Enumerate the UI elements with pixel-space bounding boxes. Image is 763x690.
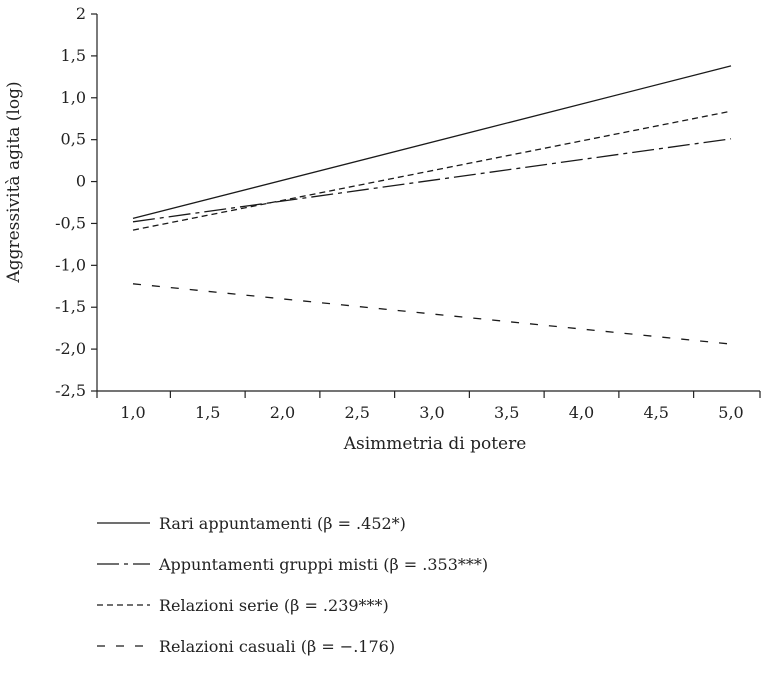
y-tick-label: 2 — [76, 4, 86, 23]
x-tick-label: 4,0 — [569, 403, 594, 422]
x-axis: 1,0 1,5 2,0 2,5 3,0 3,5 4,0 4,5 5,0 — [96, 390, 761, 422]
y-tick-label: -1,5 — [55, 297, 86, 316]
series-line-2 — [132, 138, 732, 223]
y-tick-label: -2,0 — [55, 339, 86, 358]
x-tick-label: 4,5 — [644, 403, 669, 422]
y-tick-label: 0 — [76, 172, 86, 191]
x-tick-label: 3,5 — [494, 403, 519, 422]
x-tick-label: 3,0 — [419, 403, 444, 422]
legend: Rari appuntamenti (β = .452*) Appuntament… — [97, 514, 488, 656]
series-line-4 — [132, 283, 732, 345]
x-tick-label: 2,0 — [270, 403, 295, 422]
y-tick-label: 1,5 — [61, 46, 86, 65]
series-line-3 — [132, 110, 732, 231]
x-tick-label: 2,5 — [345, 403, 370, 422]
x-tick-label: 1,5 — [195, 403, 220, 422]
plot-series — [132, 65, 732, 345]
legend-label-2: Appuntamenti gruppi misti (β = .353***) — [158, 555, 488, 574]
y-tick-label: 1,0 — [61, 88, 86, 107]
x-tick-label: 1,0 — [120, 403, 145, 422]
series-line-1 — [132, 65, 732, 220]
y-axis-title: Aggressività agita (log) — [4, 81, 24, 283]
y-axis: 2 1,5 1,0 0,5 0 -0,5 -1,0 -1,5 -2,0 -2,5 — [55, 4, 98, 400]
legend-label-3: Relazioni serie (β = .239***) — [159, 596, 389, 615]
legend-label-1: Rari appuntamenti (β = .452*) — [159, 514, 406, 533]
y-tick-label: -2,5 — [55, 381, 86, 400]
y-tick-label: 0,5 — [61, 130, 86, 149]
y-tick-label: -1,0 — [55, 255, 86, 274]
x-tick-label: 5,0 — [718, 403, 743, 422]
y-tick-label: -0,5 — [55, 213, 86, 232]
legend-label-4: Relazioni casuali (β = −.176) — [159, 637, 395, 656]
x-axis-title: Asimmetria di potere — [343, 434, 527, 454]
